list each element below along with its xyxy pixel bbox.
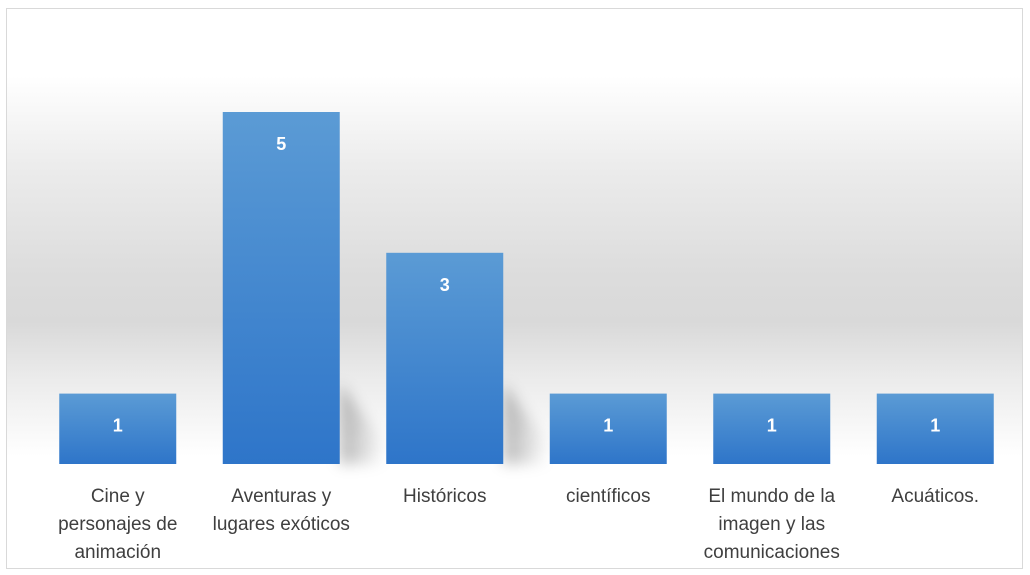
data-labels: 1 5 3 1 1 1 [113,134,941,436]
category-label-line: lugares exóticos [213,514,350,535]
category-label-line: imagen y las [718,514,825,535]
category-label-line: Aventuras y [231,486,331,507]
category-label: Aventuras y lugares exóticos [213,486,350,535]
data-label: 1 [930,416,940,436]
category-label-line: personajes de [58,514,177,535]
bar-shadow [503,383,549,464]
data-label: 1 [603,416,613,436]
category-label: científicos [566,486,650,507]
bar-shadow [339,383,385,464]
category-label-line: Acuáticos. [891,486,979,507]
category-label: Históricos [403,486,486,507]
category-label-line: El mundo de la [708,486,835,507]
data-label: 3 [440,275,450,295]
data-label: 1 [767,416,777,436]
category-label-line: Históricos [403,486,486,507]
bar [549,393,667,464]
chart-area [6,8,1023,569]
bar [876,393,994,464]
bar [713,393,831,464]
bar-shadows [339,383,549,464]
bar [386,252,504,464]
category-label-line: Cine y [91,486,145,507]
bar [59,393,177,464]
category-label-line: animación [74,542,161,563]
bars [59,112,994,464]
category-label-line: científicos [566,486,650,507]
category-labels: Cine y personajes de animación Aventuras y l… [58,486,979,563]
category-label-line: comunicaciones [704,542,840,563]
data-label: 5 [276,134,286,154]
category-label: El mundo de la imagen y las comunicaciones [704,486,840,563]
bar [222,112,340,464]
category-label: Acuáticos. [891,486,979,507]
data-label: 1 [113,416,123,436]
category-label: Cine y personajes de animación [58,486,177,563]
